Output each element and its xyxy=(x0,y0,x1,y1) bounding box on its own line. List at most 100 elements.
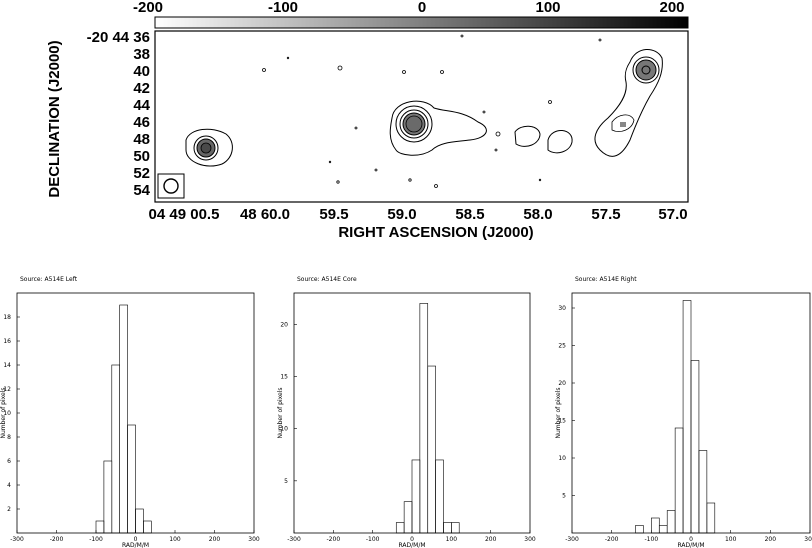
beam-ellipse xyxy=(163,178,179,194)
beam-box xyxy=(157,173,185,199)
colorbar-tick-label: 0 xyxy=(418,0,426,16)
x-axis-label: RAD/M/M xyxy=(398,542,425,548)
ra-tick-label: 59.0 xyxy=(387,206,416,223)
histogram-bar xyxy=(427,365,436,534)
x-tick-label: 100 xyxy=(446,536,458,543)
dec-tick-label: 42 xyxy=(133,80,150,97)
colorbar: -200 -100 0 100 200 xyxy=(133,0,689,29)
x-axis-label: RAD/M/M xyxy=(677,542,704,548)
x-axis-label: RAD/M/M xyxy=(122,542,149,548)
ra-tick-label: 58.5 xyxy=(455,206,484,223)
dec-tick-label: 48 xyxy=(133,131,150,148)
y-tick-label: 16 xyxy=(3,338,11,345)
dec-tick-label: 46 xyxy=(133,114,150,131)
colorbar-gradient xyxy=(154,16,689,29)
y-tick-label: 25 xyxy=(558,343,566,350)
y-tick-label: 6 xyxy=(7,458,11,465)
x-tick-label: -200 xyxy=(50,536,64,543)
y-tick-label: 15 xyxy=(280,373,288,380)
dec-first-tick-label: -20 44 36 xyxy=(87,29,150,46)
histogram-bar xyxy=(698,450,708,534)
y-tick-label: 10 xyxy=(558,455,566,462)
y-tick-label: 14 xyxy=(3,362,11,369)
ra-tick-label: 48 60.0 xyxy=(240,206,290,223)
y-tick-label: 4 xyxy=(7,482,11,489)
x-tick-label: -200 xyxy=(327,536,341,543)
emission-island xyxy=(514,125,541,147)
y-tick-label: 10 xyxy=(3,410,11,417)
histogram-bar xyxy=(435,459,444,534)
emission-island xyxy=(547,130,573,154)
x-tick-label: -100 xyxy=(89,536,103,543)
colorbar-tick-label: -200 xyxy=(133,0,163,16)
radio-map: -20 44 36 38 40 42 44 46 48 50 52 54 04 … xyxy=(46,29,689,241)
noise-specks xyxy=(262,34,602,188)
x-tick-label: -300 xyxy=(565,536,579,543)
x-tick-label: 200 xyxy=(485,536,497,543)
dec-tick-label: 50 xyxy=(133,148,150,165)
dec-tick-label: 40 xyxy=(133,63,150,80)
x-tick-label: 300 xyxy=(804,536,812,543)
colorbar-tick-label: 200 xyxy=(659,0,684,16)
histogram-bar xyxy=(635,525,644,534)
y-tick-label: 8 xyxy=(7,434,11,441)
x-tick-label: 200 xyxy=(209,536,221,543)
y-tick-label: 20 xyxy=(280,321,288,328)
dec-tick-label: 38 xyxy=(133,46,150,63)
x-tick-label: -200 xyxy=(605,536,619,543)
y-tick-label: 30 xyxy=(558,305,566,312)
histogram-title: Source: A514E Core xyxy=(297,276,357,283)
y-axis-label: Number of pixels xyxy=(0,387,7,438)
left-source xyxy=(185,128,233,167)
ra-tick-label: 57.0 xyxy=(658,206,687,223)
histogram-title: Source: A514E Right xyxy=(575,276,637,283)
y-tick-label: 12 xyxy=(3,386,11,393)
x-tick-label: 200 xyxy=(765,536,777,543)
histogram-bar xyxy=(143,520,152,534)
x-tick-label: -300 xyxy=(287,536,301,543)
y-tick-label: 5 xyxy=(284,478,288,485)
x-tick-label: 0 xyxy=(410,536,414,543)
histogram-bar xyxy=(119,304,128,534)
map-x-axis-label: RIGHT ASCENSION (J2000) xyxy=(338,224,533,241)
right-source xyxy=(594,49,663,157)
y-tick-label: 20 xyxy=(558,380,566,387)
x-tick-label: -100 xyxy=(366,536,380,543)
histogram-panel: Source: A514E Left 2 4 6 8 10 12 14 16 18 -300 -200… xyxy=(0,276,260,548)
ra-tick-label: 58.0 xyxy=(523,206,552,223)
ra-tick-label: 57.5 xyxy=(591,206,620,223)
histogram-bar xyxy=(127,424,136,534)
y-tick-label: 15 xyxy=(558,418,566,425)
histogram-panel: Source: A514E Core 5 10 15 20 -300 -200 -100 0 10… xyxy=(277,276,536,548)
histogram-bar xyxy=(451,522,460,534)
ra-tick-label: 04 49 00.5 xyxy=(149,206,220,223)
ra-tick-label: 59.5 xyxy=(319,206,348,223)
histogram-panel: Source: A514E Right 5 10 15 20 25 30 -300 -200 -1… xyxy=(555,276,812,548)
y-tick-label: 2 xyxy=(7,506,11,513)
x-tick-label: 0 xyxy=(134,536,138,543)
histograms: Source: A514E Left 2 4 6 8 10 12 14 16 18 -300 -200… xyxy=(0,276,812,548)
colorbar-tick-label: -100 xyxy=(268,0,298,16)
histogram-title: Source: A514E Left xyxy=(20,276,78,283)
x-tick-label: 100 xyxy=(725,536,737,543)
y-axis-label: Number of pixels xyxy=(277,387,284,438)
x-tick-label: -300 xyxy=(10,536,24,543)
x-tick-label: 300 xyxy=(248,536,260,543)
dec-tick-label: 54 xyxy=(133,182,150,199)
dec-tick-label: 52 xyxy=(133,165,150,182)
histogram-bar xyxy=(690,360,700,534)
core-source xyxy=(389,100,487,156)
y-axis-label: Number of pixels xyxy=(555,387,562,438)
x-tick-label: -100 xyxy=(645,536,659,543)
y-tick-label: 5 xyxy=(562,493,566,500)
y-tick-label: 10 xyxy=(280,426,288,433)
histogram-bar xyxy=(706,502,716,534)
x-tick-label: 100 xyxy=(169,536,181,543)
colorbar-tick-label: 100 xyxy=(535,0,560,16)
x-tick-label: 300 xyxy=(524,536,536,543)
dec-tick-label: 44 xyxy=(133,97,150,114)
map-y-axis-label: DECLINATION (J2000) xyxy=(46,40,63,197)
y-tick-label: 18 xyxy=(3,314,11,321)
x-tick-label: 0 xyxy=(689,536,693,543)
